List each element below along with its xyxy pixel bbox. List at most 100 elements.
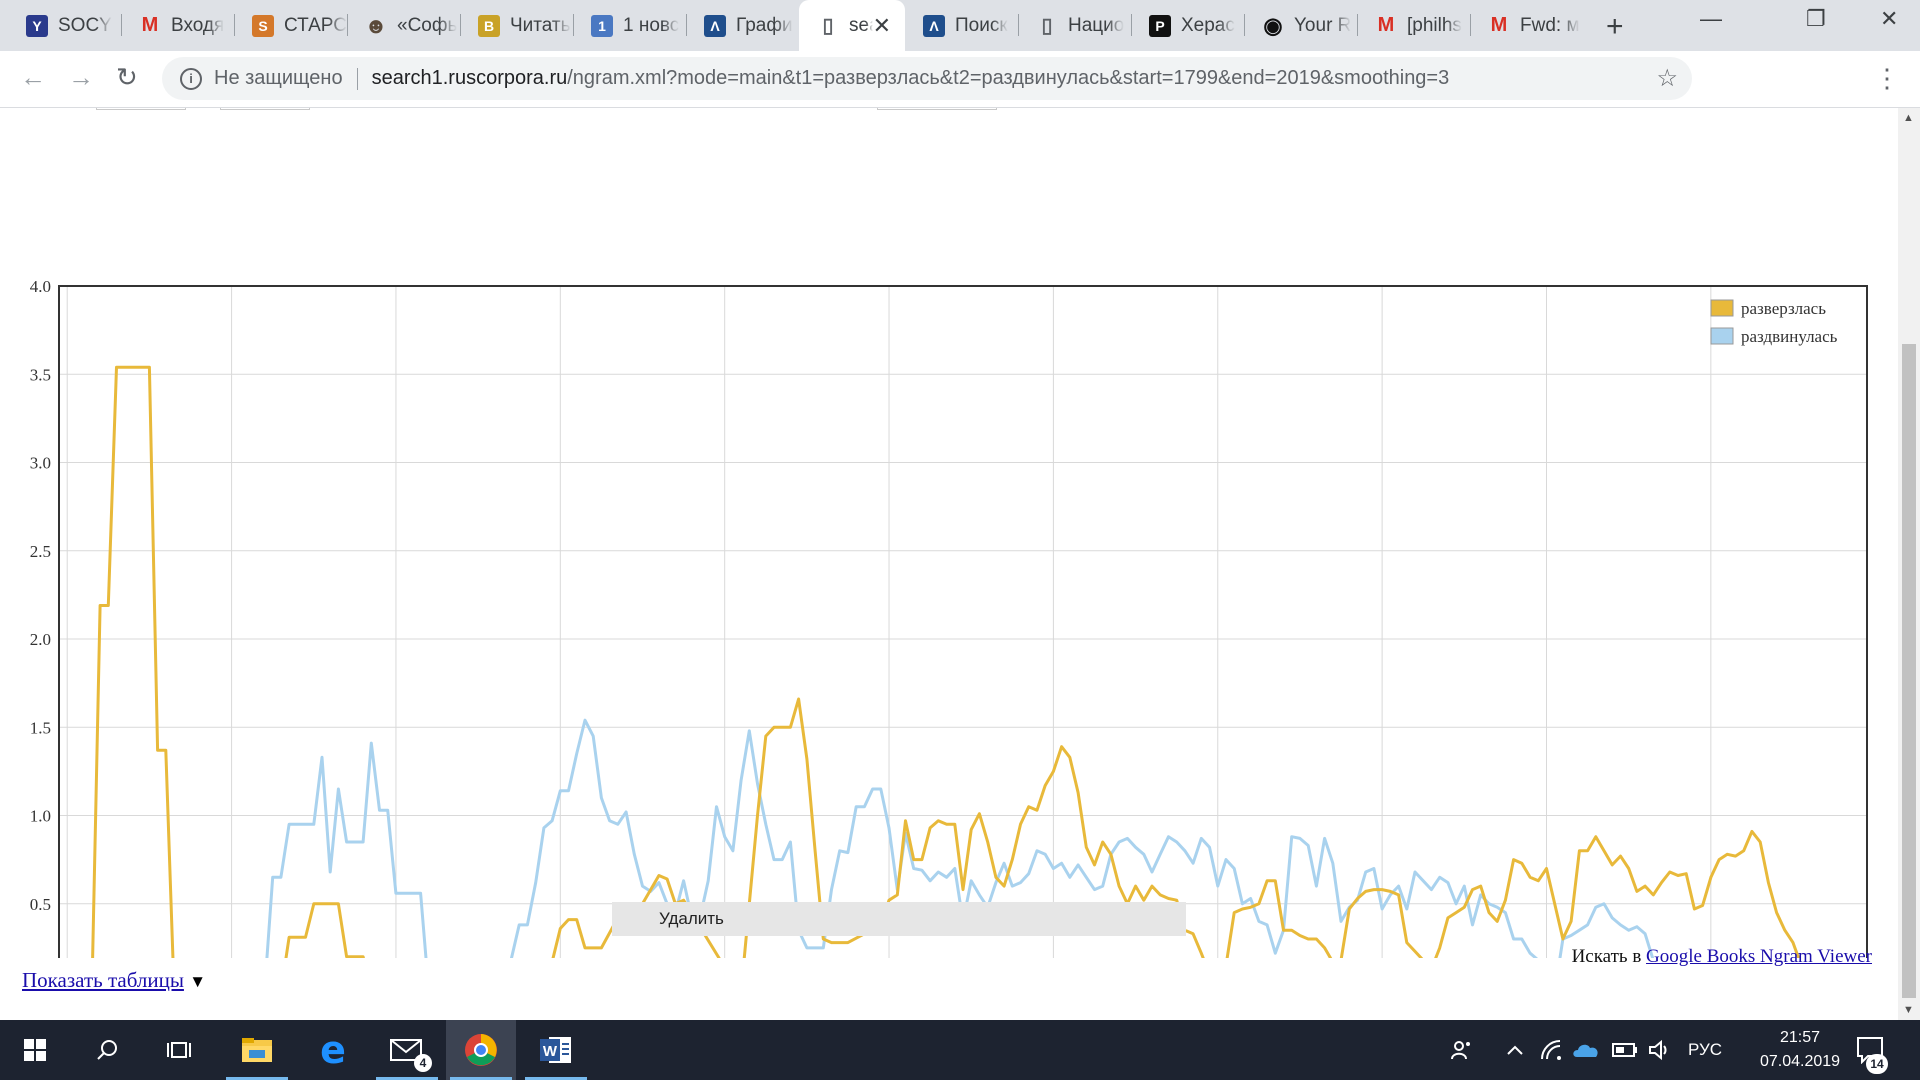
running-indicator: [525, 1077, 587, 1080]
task-view-icon: [167, 1042, 191, 1058]
browser-tab[interactable]: M Fwd: м: [1470, 8, 1583, 43]
tab-title: Входя: [171, 14, 225, 36]
task-view-button[interactable]: [144, 1020, 214, 1080]
browser-tab[interactable]: Y SOCY: [8, 8, 121, 43]
yandex-icon: Y: [26, 14, 48, 37]
url-host[interactable]: search1.ruscorpora.ru: [371, 67, 568, 89]
form-field-remnant: [220, 108, 310, 110]
legend-label: разверзлась: [1741, 299, 1826, 318]
browser-tab[interactable]: ◉ Your R: [1244, 8, 1357, 43]
scrollbar-thumb[interactable]: [1902, 344, 1916, 998]
browser-tab[interactable]: S СТАРС: [234, 8, 347, 43]
gmail-icon: M: [1377, 14, 1395, 36]
tab-separator: [1018, 14, 1019, 36]
mail-taskbar[interactable]: 4: [372, 1020, 442, 1080]
browser-tab[interactable]: ▯ sea✕: [799, 0, 905, 51]
tab-title: Fwd: м: [1520, 14, 1580, 36]
onedrive-icon[interactable]: [1572, 1020, 1600, 1080]
browser-menu-button[interactable]: ⋮: [1874, 63, 1900, 93]
language-indicator[interactable]: РУС: [1688, 1040, 1723, 1059]
scroll-down-arrow-icon[interactable]: ▼: [1903, 1004, 1914, 1016]
omnibox-divider: [356, 67, 358, 90]
back-button[interactable]: ←: [20, 62, 46, 92]
forward-button[interactable]: →: [68, 62, 94, 92]
minimize-button[interactable]: —: [1700, 6, 1722, 31]
browser-tab[interactable]: M [philhs: [1357, 8, 1470, 43]
tab-title: Читать: [510, 14, 571, 36]
tab-separator: [234, 14, 235, 36]
search-in-row: Искать в Google Books Ngram Viewer: [1572, 946, 1872, 968]
notification-center-button[interactable]: 14: [1856, 1020, 1888, 1080]
people-icon[interactable]: [1450, 1020, 1474, 1080]
triangle-down-icon[interactable]: ▼: [189, 972, 207, 991]
edge-taskbar[interactable]: e: [298, 1020, 368, 1080]
svg-text:W: W: [543, 1043, 558, 1060]
search-button[interactable]: [72, 1020, 142, 1080]
browser-tab[interactable]: ▯ Нацио: [1018, 8, 1131, 43]
windows-logo-icon: [24, 1039, 46, 1061]
browser-tab[interactable]: B Читать: [460, 8, 573, 43]
legend-label: раздвинулась: [1741, 327, 1838, 346]
bookmark-star-icon[interactable]: ☆: [1656, 65, 1678, 92]
tab-separator: [573, 14, 574, 36]
y-tick-label: 4.0: [30, 277, 51, 296]
address-bar[interactable]: i Не защищено search1.ruscorpora.ru/ngra…: [162, 57, 1692, 100]
info-icon[interactable]: i: [180, 67, 202, 90]
browser-tab[interactable]: Λ Графи: [686, 8, 799, 43]
gmail-icon: M: [141, 14, 159, 36]
clock-time: 21:57: [1779, 1029, 1821, 1046]
legend-swatch: [1710, 299, 1734, 317]
y-tick-label: 2.5: [30, 542, 51, 561]
ngram-chart: 0.00.51.01.52.02.53.03.54.01800182018401…: [30, 277, 1868, 958]
browser-tab[interactable]: Λ Поиск: [905, 8, 1018, 43]
search-in-label: Искать в: [1571, 946, 1647, 967]
wifi-icon[interactable]: [1540, 1020, 1562, 1080]
tab-title: Your R: [1294, 14, 1352, 36]
tab-title: Графи: [736, 14, 793, 36]
tab-title: SOCY: [58, 14, 112, 36]
tab-title: Нацио: [1068, 14, 1125, 36]
form-field-remnant: [877, 108, 997, 110]
tab-title: Херас: [1181, 14, 1235, 36]
page-scrollbar[interactable]: ▲ ▼: [1898, 108, 1920, 1020]
close-window-button[interactable]: ✕: [1880, 6, 1899, 31]
ruscorpora-icon: Λ: [704, 14, 726, 37]
ruscorpora-icon: Λ: [923, 14, 945, 37]
scroll-up-arrow-icon[interactable]: ▲: [1903, 112, 1914, 124]
url-path[interactable]: /ngram.xml?mode=main&t1=разверзлась&t2=р…: [567, 67, 1450, 89]
tab-title: 1 новс: [623, 14, 680, 36]
tab-separator: [686, 14, 687, 36]
security-label[interactable]: Не защищено: [214, 67, 343, 89]
tab-separator: [1131, 14, 1132, 36]
battery-icon[interactable]: [1612, 1020, 1638, 1080]
browser-tab[interactable]: M Входя: [121, 8, 234, 43]
page-content: 0.00.51.01.52.02.53.03.54.01800182018401…: [0, 108, 1900, 1020]
word-icon: W: [540, 1037, 571, 1063]
restore-button[interactable]: ❐: [1806, 6, 1826, 31]
tray-overflow-chevron-icon[interactable]: [1506, 1020, 1524, 1080]
form-field-remnant: [96, 108, 186, 110]
browser-tab[interactable]: P Херас: [1131, 8, 1244, 43]
volume-icon[interactable]: [1648, 1020, 1672, 1080]
notification-icon: [1857, 1037, 1883, 1064]
y-tick-label: 1.0: [30, 807, 51, 826]
tab-separator: [121, 14, 122, 36]
series-line-razdvinulas: [265, 718, 1655, 958]
chrome-taskbar[interactable]: [446, 1020, 516, 1080]
delete-button[interactable]: Удалить: [612, 902, 1186, 936]
file-explorer-taskbar[interactable]: [222, 1020, 292, 1080]
google-ngram-link[interactable]: Google Books Ngram Viewer: [1646, 946, 1872, 967]
close-tab-icon[interactable]: ✕: [872, 12, 891, 38]
start-button[interactable]: [0, 1020, 70, 1080]
running-indicator: [376, 1077, 438, 1080]
new-tab-button[interactable]: +: [1606, 10, 1624, 43]
browser-tab[interactable]: ☻ «Софь: [347, 8, 460, 43]
system-clock[interactable]: 21:57 07.04.2019: [1740, 1026, 1860, 1074]
tab-separator: [460, 14, 461, 36]
github-icon: ◉: [1263, 12, 1283, 38]
reload-button[interactable]: ↻: [116, 62, 138, 92]
browser-tab[interactable]: 1 1 новс: [573, 8, 686, 43]
word-taskbar[interactable]: W: [521, 1020, 591, 1080]
page-icon: ▯: [822, 15, 834, 37]
show-tables-link[interactable]: Показать таблицы: [22, 968, 184, 992]
